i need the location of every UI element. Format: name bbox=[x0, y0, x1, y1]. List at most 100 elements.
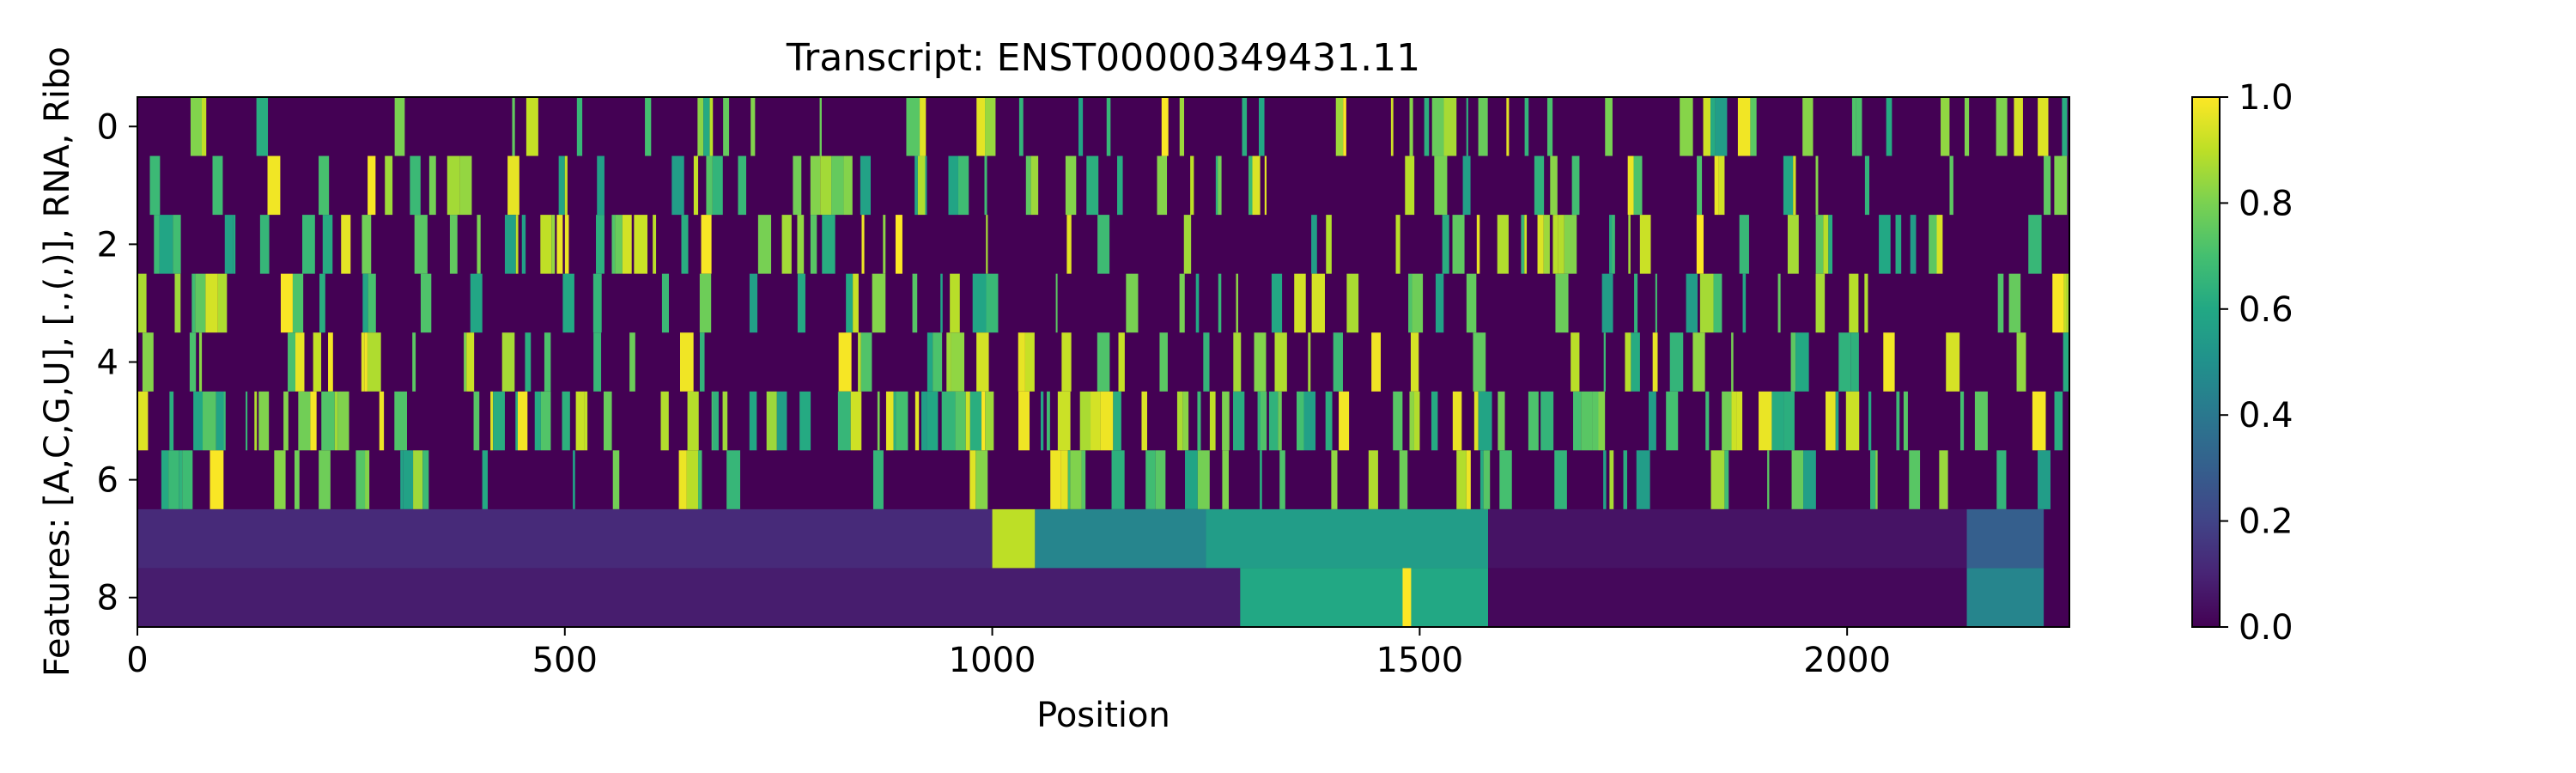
heatmap-cell bbox=[1603, 332, 1606, 392]
heatmap-cell bbox=[274, 450, 286, 509]
heatmap-cell bbox=[2032, 391, 2046, 451]
heatmap-cell bbox=[1692, 332, 1705, 392]
heatmap-cell bbox=[1434, 155, 1448, 216]
heatmap-cell bbox=[1478, 97, 1488, 156]
heatmap-cell bbox=[1703, 97, 1711, 156]
heatmap-cell bbox=[1335, 97, 1344, 156]
heatmap-cell bbox=[749, 391, 757, 451]
heatmap-cell bbox=[853, 273, 859, 333]
heatmap-cell bbox=[1537, 215, 1544, 274]
heatmap-cell bbox=[1941, 97, 1950, 156]
heatmap-cell bbox=[501, 332, 515, 392]
heatmap-cell bbox=[368, 273, 376, 333]
heatmap-cell bbox=[1777, 273, 1781, 333]
heatmap-cell bbox=[449, 215, 458, 274]
heatmap-cell bbox=[1633, 155, 1643, 216]
heatmap-cell bbox=[217, 273, 228, 333]
heatmap-cell bbox=[1260, 450, 1262, 509]
heatmap-cell bbox=[1648, 391, 1656, 451]
heatmap-cell bbox=[1473, 332, 1486, 392]
heatmap-cell bbox=[1713, 273, 1722, 333]
heatmap-cell bbox=[822, 215, 835, 274]
heatmap-cell bbox=[1883, 332, 1895, 392]
colorbar-tick-label: 0.8 bbox=[2239, 184, 2293, 223]
heatmap-cell bbox=[893, 391, 896, 451]
heatmap-cell bbox=[1025, 155, 1031, 216]
heatmap-cell bbox=[1488, 568, 1967, 627]
heatmap-cell bbox=[258, 391, 270, 451]
heatmap-cell bbox=[394, 391, 407, 451]
heatmap-cell bbox=[1018, 332, 1025, 392]
heatmap-cell bbox=[1057, 391, 1071, 451]
heatmap-cell bbox=[294, 450, 300, 509]
heatmap-cell bbox=[592, 273, 602, 333]
heatmap-cell bbox=[820, 155, 832, 216]
heatmap-cell bbox=[941, 391, 956, 451]
heatmap-cell bbox=[1823, 215, 1829, 274]
heatmap-cell bbox=[1521, 215, 1525, 274]
heatmap-cell bbox=[174, 273, 181, 333]
heatmap-cell bbox=[189, 332, 197, 392]
y-tick-label: 6 bbox=[97, 461, 118, 501]
heatmap-cell bbox=[1222, 450, 1230, 509]
heatmap-cell bbox=[1476, 215, 1480, 274]
heatmap-cell bbox=[914, 155, 918, 216]
heatmap-cell bbox=[1699, 273, 1714, 333]
heatmap-cell bbox=[1959, 391, 1965, 451]
heatmap-cell bbox=[681, 215, 689, 274]
heatmap-cell bbox=[1050, 450, 1061, 509]
heatmap-cell bbox=[1240, 568, 1489, 627]
heatmap-cell bbox=[149, 155, 161, 216]
heatmap-cell bbox=[1903, 391, 1908, 451]
heatmap-cell bbox=[1065, 155, 1077, 216]
heatmap-cell bbox=[976, 97, 986, 156]
heatmap-cell bbox=[1506, 97, 1510, 156]
heatmap-cell bbox=[212, 155, 223, 216]
heatmap-cell bbox=[319, 273, 325, 333]
heatmap-cell bbox=[1233, 391, 1245, 451]
heatmap-cell bbox=[1431, 97, 1444, 156]
heatmap-cell bbox=[1264, 155, 1267, 216]
heatmap-cell bbox=[1601, 273, 1613, 333]
heatmap-cell bbox=[1634, 273, 1638, 333]
heatmap-cell bbox=[1864, 273, 1868, 333]
heatmap-cell bbox=[1731, 332, 1734, 392]
heatmap-cell bbox=[1498, 391, 1505, 451]
heatmap-cell bbox=[757, 215, 772, 274]
heatmap-cell bbox=[1736, 391, 1743, 451]
heatmap-cell bbox=[292, 273, 304, 333]
heatmap-cell bbox=[1787, 215, 1799, 274]
heatmap-cell bbox=[781, 215, 792, 274]
heatmap-cell bbox=[2014, 97, 2023, 156]
heatmap-cell bbox=[1078, 97, 1084, 156]
heatmap-cell bbox=[319, 155, 330, 216]
heatmap-cell bbox=[1856, 97, 1862, 156]
heatmap-cell bbox=[1393, 391, 1403, 451]
heatmap-cell bbox=[1271, 273, 1283, 333]
heatmap-cell bbox=[1939, 450, 1948, 509]
heatmap-cell bbox=[394, 97, 405, 156]
heatmap-cell bbox=[334, 391, 338, 451]
heatmap-cell bbox=[686, 450, 699, 509]
heatmap-cell bbox=[749, 273, 758, 333]
heatmap-cell bbox=[906, 97, 920, 156]
heatmap-cell bbox=[1206, 508, 1489, 569]
heatmap-cell bbox=[137, 391, 149, 451]
heatmap-cell bbox=[713, 391, 719, 451]
heatmap-cell bbox=[1946, 332, 1960, 392]
heatmap-cell bbox=[142, 332, 154, 392]
heatmap-cell bbox=[1783, 391, 1795, 451]
heatmap-cell bbox=[337, 391, 349, 451]
heatmap-cell bbox=[1552, 215, 1558, 274]
heatmap-cell bbox=[1849, 273, 1859, 333]
heatmap-cell bbox=[526, 97, 538, 156]
heatmap-cell bbox=[562, 391, 570, 451]
heatmap-cell bbox=[1815, 273, 1826, 333]
heatmap-cell bbox=[1966, 568, 2044, 627]
heatmap-cell bbox=[1731, 391, 1737, 451]
heatmap-cell bbox=[280, 273, 293, 333]
heatmap-cell bbox=[611, 215, 616, 274]
heatmap-cell bbox=[1488, 508, 1967, 569]
heatmap-cell bbox=[1222, 391, 1230, 451]
heatmap-cell bbox=[1274, 332, 1287, 392]
